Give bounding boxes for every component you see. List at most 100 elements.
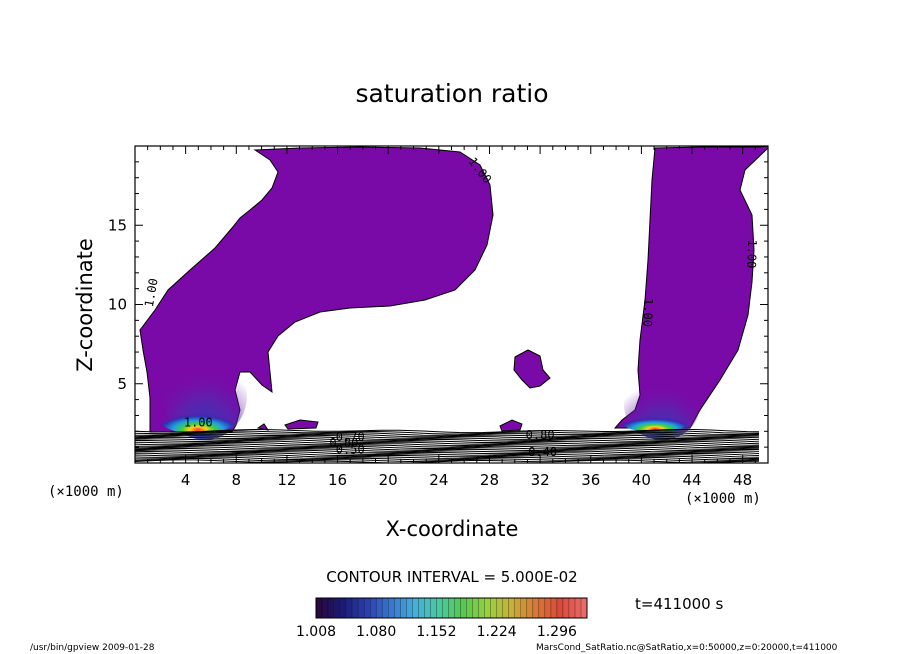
colorbar-band <box>418 598 425 618</box>
contour-label: 1.00 <box>142 277 161 308</box>
y-tick-label: 5 <box>117 375 127 393</box>
surface-contour-line <box>135 430 760 435</box>
surface-contour-line <box>135 457 760 463</box>
surface-contour-line <box>135 436 760 441</box>
max-supersaturation-core-left <box>160 406 236 434</box>
surface-contour-line <box>135 439 760 443</box>
colorbar-band <box>550 598 558 618</box>
surface-contour-line <box>135 433 760 438</box>
surface-contour-line <box>135 452 760 456</box>
surface-contour-line <box>135 455 760 460</box>
x-tick-label: 32 <box>531 471 550 489</box>
colorbar-band <box>358 598 365 618</box>
plot-area: 1.001.001.001.000.700.800.500.800.401.00 <box>135 146 768 463</box>
x-tick-label: 12 <box>277 471 296 489</box>
surface-contour-line <box>135 444 760 449</box>
colorbar-band <box>496 598 503 618</box>
surface-contour-line <box>135 434 759 439</box>
colorbar-band <box>316 598 323 618</box>
footer-left: /usr/bin/gpview 2009-01-28 <box>30 643 155 653</box>
colorbar-band <box>412 598 419 618</box>
colorbar-band <box>322 598 329 618</box>
surface-contour-line <box>135 447 759 452</box>
x-tick-label: 20 <box>379 471 398 489</box>
colorbar-band <box>340 598 347 618</box>
x-unit-left: (×1000 m) <box>48 484 124 500</box>
contour-label: 0.70 <box>336 430 365 444</box>
supersaturated-blob <box>513 349 551 389</box>
colorbar-band <box>436 598 443 618</box>
surface-contour-line <box>135 440 760 445</box>
contour-interval: CONTOUR INTERVAL = 5.000E-02 <box>326 568 577 586</box>
colorbar-band <box>382 598 389 618</box>
x-tick-label: 28 <box>480 471 499 489</box>
subsaturated-contours <box>135 428 760 463</box>
contour-label: 0.40 <box>528 445 557 459</box>
surface-contour-line <box>135 456 760 461</box>
x-unit-right: (×1000 m) <box>685 491 761 507</box>
contour-label: 0.80 <box>329 436 358 450</box>
colorbar-band <box>334 598 341 618</box>
x-tick-label: 16 <box>328 471 347 489</box>
colorbar-band <box>376 598 383 618</box>
x-axis: 4 8 12 16 20 24 28 32 36 40 44 48 <box>147 146 756 489</box>
supersaturated-region-right <box>613 146 768 429</box>
colorbar-band <box>370 598 377 618</box>
colorbar-band <box>581 598 588 618</box>
colorbar-tick-label: 1.296 <box>537 624 577 640</box>
colorbar-band <box>448 598 455 618</box>
x-tick-label: 40 <box>632 471 651 489</box>
colorbar-band <box>538 598 545 618</box>
colorbar-band <box>514 598 521 618</box>
colorbar-band <box>575 598 582 618</box>
colorbar-tick-label: 1.080 <box>356 624 396 640</box>
contour-label: 0.80 <box>526 428 555 442</box>
colorbar-band <box>400 598 407 618</box>
x-axis-label: X-coordinate <box>386 517 519 541</box>
surface-contour-line <box>135 431 760 436</box>
colorbar-band <box>508 598 515 618</box>
x-tick-label: 8 <box>232 471 242 489</box>
colorbar-band <box>442 598 449 618</box>
y-axis-label: Z-coordinate <box>73 238 97 372</box>
surface-contour-line <box>135 428 760 434</box>
surface-contour-line <box>135 437 760 442</box>
colorbar-band <box>346 598 353 618</box>
contour-label: 1.00 <box>744 239 759 268</box>
colorbar-band <box>394 598 401 618</box>
contour-label: 0.50 <box>336 442 365 456</box>
colorbar-band <box>502 598 509 618</box>
colorbar-tick-labels: 1.008 1.080 1.152 1.224 1.296 <box>296 624 577 640</box>
colorbar-band <box>352 598 359 618</box>
contour-label: 1.00 <box>184 416 213 430</box>
y-tick-label: 10 <box>108 296 127 314</box>
colorbar-band <box>478 598 485 618</box>
colorbar-band <box>406 598 413 618</box>
surface-contour-line <box>135 453 760 458</box>
colorbar-band <box>556 598 564 618</box>
colorbar-band <box>490 598 497 618</box>
surface-contour-line <box>135 459 760 463</box>
x-tick-label: 4 <box>181 471 191 489</box>
colorbar-band <box>532 598 539 618</box>
colorbar-band <box>466 598 473 618</box>
surface-contour-line <box>135 446 760 451</box>
colorbar-band <box>328 598 335 618</box>
colorbar-band <box>568 598 576 618</box>
colorbar-band <box>430 598 437 618</box>
colorbar-band <box>472 598 479 618</box>
x-tick-label: 24 <box>429 471 448 489</box>
footer-right: MarsCond_SatRatio.nc@SatRatio,x=0:50000,… <box>536 643 838 653</box>
x-tick-label: 36 <box>581 471 600 489</box>
x-tick-label: 44 <box>682 471 701 489</box>
colorbar-band <box>526 598 533 618</box>
y-tick-label: 15 <box>108 216 127 234</box>
surface-contour-line <box>135 441 760 447</box>
colorbar-tick-label: 1.224 <box>477 624 517 640</box>
colorbar-band <box>424 598 431 618</box>
surface-contour-line <box>135 443 760 448</box>
colorbar-band <box>388 598 395 618</box>
colorbar-band <box>544 598 551 618</box>
colorbar-band <box>520 598 527 618</box>
